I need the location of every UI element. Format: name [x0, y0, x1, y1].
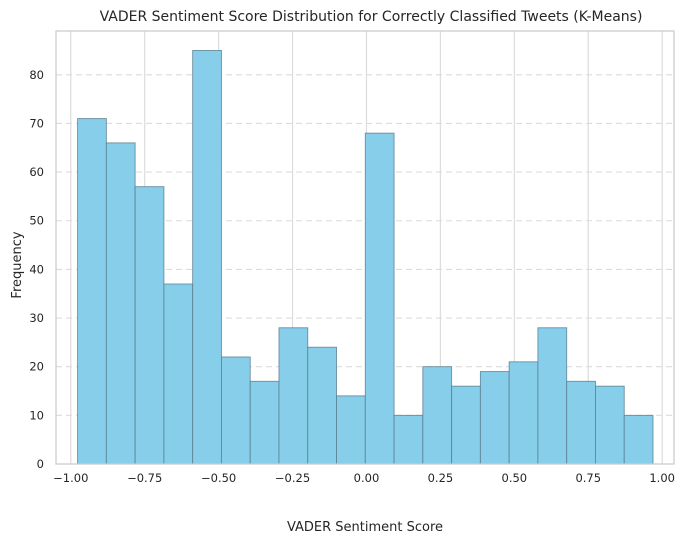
- histogram-bar: [508, 361, 539, 465]
- y-tick-label: 30: [29, 311, 44, 325]
- histogram-bar: [220, 356, 251, 465]
- histogram-bar: [134, 186, 165, 465]
- y-tick-label: 10: [29, 408, 44, 422]
- y-tick-label: 20: [29, 360, 44, 374]
- x-tick-label: 1.00: [649, 471, 675, 485]
- histogram-bar: [393, 414, 424, 465]
- x-tick-label: 0.00: [354, 471, 380, 485]
- x-axis-label: VADER Sentiment Score: [287, 520, 443, 535]
- x-tick-label: −1.00: [53, 471, 88, 485]
- y-tick-label: 70: [29, 116, 44, 130]
- bars: [77, 50, 654, 465]
- x-tick-label: 0.75: [575, 471, 601, 485]
- x-tick-label: −0.25: [275, 471, 310, 485]
- y-axis-label: Frequency: [10, 231, 25, 298]
- y-tick-label: 60: [29, 165, 44, 179]
- x-tick-label: −0.75: [127, 471, 162, 485]
- tick-labels: −1.00 −0.75 −0.50 −0.25 0.00 0.25 0.50 0.75 1.00…: [29, 68, 675, 485]
- histogram-bar: [451, 385, 481, 465]
- histogram-bar: [479, 371, 510, 465]
- y-tick-label: 80: [29, 68, 44, 82]
- x-tick-label: 0.25: [428, 471, 454, 485]
- y-tick-label: 50: [29, 214, 44, 228]
- histogram-bar: [307, 346, 337, 465]
- chart-title: VADER Sentiment Score Distribution for C…: [100, 9, 643, 25]
- histogram-bar: [566, 380, 596, 465]
- histogram-bar: [192, 50, 222, 465]
- y-tick-label: 0: [37, 457, 44, 471]
- histogram-bar: [278, 327, 309, 465]
- histogram-bar: [336, 395, 366, 465]
- histogram-bar: [364, 132, 395, 465]
- histogram-bar: [163, 283, 194, 465]
- plot-frame: [55, 30, 675, 465]
- x-tick-label: −0.50: [201, 471, 236, 485]
- histogram-bar: [249, 380, 280, 465]
- histogram-bar: [422, 366, 453, 465]
- y-tick-label: 40: [29, 262, 44, 276]
- histogram-bar: [105, 142, 136, 465]
- x-tick-label: 0.50: [502, 471, 528, 485]
- histogram-bar: [537, 327, 568, 465]
- histogram-bar: [77, 118, 107, 465]
- histogram-bar: [623, 414, 654, 465]
- histogram-bar: [595, 385, 625, 465]
